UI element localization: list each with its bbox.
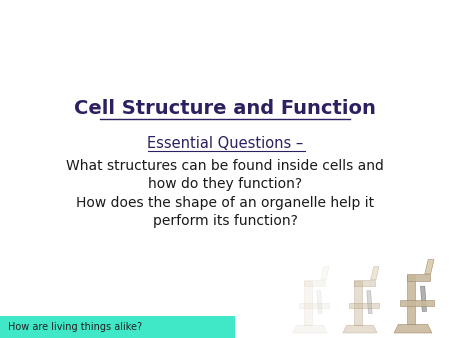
Polygon shape: [317, 291, 322, 314]
Text: How are living things alike?: How are living things alike?: [8, 322, 142, 332]
Bar: [0, 316, 235, 338]
Polygon shape: [354, 280, 375, 286]
Polygon shape: [371, 267, 379, 280]
Polygon shape: [349, 303, 379, 308]
Polygon shape: [407, 274, 430, 281]
Polygon shape: [304, 280, 325, 286]
Polygon shape: [407, 275, 415, 324]
Polygon shape: [425, 260, 434, 274]
Polygon shape: [354, 281, 362, 325]
Polygon shape: [421, 286, 427, 311]
Text: Cell Structure and Function: Cell Structure and Function: [74, 98, 376, 118]
Polygon shape: [367, 291, 372, 314]
Polygon shape: [343, 325, 377, 333]
Polygon shape: [299, 303, 329, 308]
Polygon shape: [304, 281, 312, 325]
Polygon shape: [321, 267, 329, 280]
Text: How does the shape of an organelle help it
perform its function?: How does the shape of an organelle help …: [76, 196, 374, 228]
Text: Essential Questions –: Essential Questions –: [147, 136, 303, 150]
Polygon shape: [293, 325, 327, 333]
Polygon shape: [394, 324, 432, 333]
Text: What structures can be found inside cells and
how do they function?: What structures can be found inside cell…: [66, 159, 384, 191]
Polygon shape: [400, 300, 434, 306]
